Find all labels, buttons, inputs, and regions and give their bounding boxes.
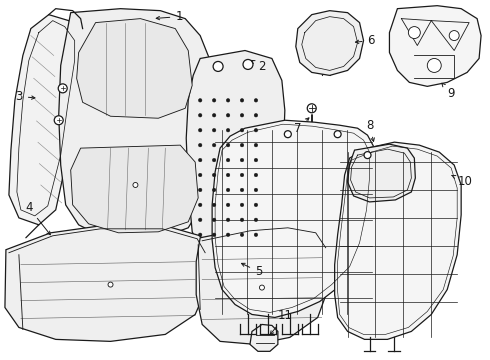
Polygon shape bbox=[250, 324, 278, 351]
Circle shape bbox=[254, 143, 258, 147]
Circle shape bbox=[212, 188, 216, 192]
Circle shape bbox=[226, 99, 230, 102]
Circle shape bbox=[240, 158, 244, 162]
Circle shape bbox=[198, 188, 202, 192]
Circle shape bbox=[212, 129, 216, 132]
Polygon shape bbox=[296, 11, 364, 75]
Circle shape bbox=[254, 218, 258, 222]
Circle shape bbox=[240, 143, 244, 147]
Circle shape bbox=[259, 285, 265, 290]
Polygon shape bbox=[71, 145, 198, 233]
Text: 3: 3 bbox=[16, 90, 35, 103]
Circle shape bbox=[58, 84, 67, 93]
Circle shape bbox=[226, 233, 230, 237]
Circle shape bbox=[212, 99, 216, 102]
Circle shape bbox=[198, 99, 202, 102]
Circle shape bbox=[226, 173, 230, 177]
Circle shape bbox=[133, 183, 138, 188]
Circle shape bbox=[449, 31, 459, 41]
Circle shape bbox=[226, 129, 230, 132]
Circle shape bbox=[213, 62, 223, 71]
Circle shape bbox=[240, 233, 244, 237]
Text: 11: 11 bbox=[270, 309, 293, 334]
Text: 1: 1 bbox=[156, 10, 183, 23]
Circle shape bbox=[198, 203, 202, 207]
Circle shape bbox=[254, 99, 258, 102]
Text: 2: 2 bbox=[251, 60, 266, 73]
Circle shape bbox=[240, 113, 244, 117]
Circle shape bbox=[198, 233, 202, 237]
Polygon shape bbox=[335, 142, 461, 339]
Circle shape bbox=[240, 203, 244, 207]
Polygon shape bbox=[206, 262, 260, 298]
Polygon shape bbox=[76, 19, 192, 118]
Text: 4: 4 bbox=[25, 201, 50, 235]
Circle shape bbox=[334, 131, 341, 138]
Circle shape bbox=[254, 173, 258, 177]
Circle shape bbox=[240, 173, 244, 177]
Text: 7: 7 bbox=[294, 118, 309, 135]
Circle shape bbox=[408, 27, 420, 39]
Circle shape bbox=[226, 218, 230, 222]
Circle shape bbox=[240, 129, 244, 132]
Circle shape bbox=[226, 143, 230, 147]
Polygon shape bbox=[212, 120, 374, 318]
Circle shape bbox=[198, 158, 202, 162]
Circle shape bbox=[226, 158, 230, 162]
Text: 8: 8 bbox=[366, 119, 374, 141]
Circle shape bbox=[240, 99, 244, 102]
Circle shape bbox=[212, 113, 216, 117]
Polygon shape bbox=[390, 6, 481, 86]
Circle shape bbox=[254, 203, 258, 207]
Circle shape bbox=[212, 203, 216, 207]
Polygon shape bbox=[59, 9, 212, 240]
Text: 5: 5 bbox=[242, 263, 262, 278]
Circle shape bbox=[212, 173, 216, 177]
Circle shape bbox=[254, 188, 258, 192]
Circle shape bbox=[198, 129, 202, 132]
Circle shape bbox=[226, 113, 230, 117]
Circle shape bbox=[427, 58, 441, 72]
Circle shape bbox=[198, 173, 202, 177]
Circle shape bbox=[108, 282, 113, 287]
Circle shape bbox=[240, 188, 244, 192]
Circle shape bbox=[212, 143, 216, 147]
Circle shape bbox=[307, 104, 316, 113]
Circle shape bbox=[198, 143, 202, 147]
Circle shape bbox=[212, 218, 216, 222]
Circle shape bbox=[212, 158, 216, 162]
Circle shape bbox=[254, 113, 258, 117]
Circle shape bbox=[54, 116, 63, 125]
Circle shape bbox=[226, 188, 230, 192]
Circle shape bbox=[226, 203, 230, 207]
Polygon shape bbox=[9, 15, 83, 225]
Circle shape bbox=[254, 233, 258, 237]
Polygon shape bbox=[186, 50, 285, 264]
Polygon shape bbox=[347, 144, 416, 202]
Polygon shape bbox=[196, 225, 330, 345]
Polygon shape bbox=[5, 226, 210, 341]
Text: 9: 9 bbox=[442, 83, 455, 100]
Circle shape bbox=[254, 129, 258, 132]
Circle shape bbox=[243, 59, 253, 69]
Text: 6: 6 bbox=[355, 34, 375, 47]
Circle shape bbox=[284, 131, 292, 138]
Text: 10: 10 bbox=[452, 175, 472, 189]
Circle shape bbox=[212, 233, 216, 237]
Circle shape bbox=[254, 158, 258, 162]
Circle shape bbox=[198, 218, 202, 222]
Circle shape bbox=[364, 152, 371, 159]
Circle shape bbox=[240, 218, 244, 222]
Circle shape bbox=[198, 113, 202, 117]
